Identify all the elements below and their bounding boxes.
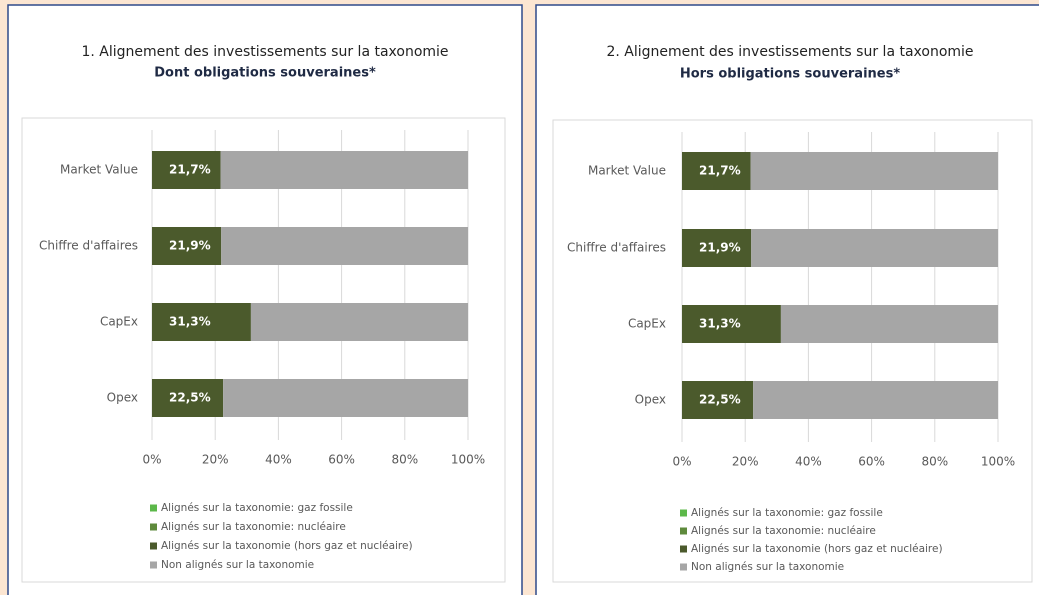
x-tick-label: 60% (328, 453, 355, 467)
y-tick-label: Opex (635, 393, 666, 407)
y-tick-label: Market Value (60, 163, 138, 177)
chart-subtitle: Hors obligations souveraines* (680, 67, 900, 82)
legend-label: Non alignés sur la taxonomie (161, 559, 314, 571)
data-label: 21,7% (169, 163, 211, 177)
chart-title: 2. Alignement des investissements sur la… (606, 44, 973, 60)
legend-swatch (680, 545, 687, 553)
data-label: 31,3% (169, 315, 211, 329)
legend-label: Alignés sur la taxonomie: nucléaire (161, 521, 346, 533)
legend-swatch (150, 504, 157, 512)
y-tick-label: Market Value (588, 164, 666, 178)
x-tick-label: 60% (858, 455, 885, 469)
chart-area (21, 117, 506, 583)
bar-segment (753, 381, 998, 419)
data-label: 21,9% (699, 241, 741, 255)
bar-segment (152, 303, 251, 341)
bar-segment (682, 381, 754, 419)
y-tick-label: Opex (107, 391, 138, 405)
bar-segment (152, 227, 222, 265)
bar-segment (682, 305, 781, 343)
legend-label: Alignés sur la taxonomie: gaz fossile (161, 502, 353, 514)
data-label: 21,7% (699, 164, 741, 178)
x-tick-label: 0% (142, 453, 161, 467)
x-tick-label: 100% (451, 453, 485, 467)
y-tick-label: Chiffre d'affaires (39, 239, 138, 253)
x-tick-label: 20% (732, 455, 759, 469)
x-tick-label: 80% (921, 455, 948, 469)
legend-label: Alignés sur la taxonomie (hors gaz et nu… (691, 543, 943, 555)
legend-label: Non alignés sur la taxonomie (691, 561, 844, 573)
legend-swatch (150, 561, 157, 569)
data-label: 31,3% (699, 317, 741, 331)
x-tick-label: 40% (265, 453, 292, 467)
legend-swatch (680, 509, 687, 517)
bar-segment (223, 379, 468, 417)
bar-segment (152, 151, 221, 189)
data-label: 21,9% (169, 239, 211, 253)
legend-swatch (680, 563, 687, 571)
legend-label: Alignés sur la taxonomie: nucléaire (691, 525, 876, 537)
legend-swatch (150, 542, 157, 550)
bar-segment (751, 229, 998, 267)
bar-segment (682, 229, 752, 267)
data-label: 22,5% (699, 393, 741, 407)
bar-segment (250, 303, 468, 341)
legend-swatch (680, 527, 687, 535)
chart-area (552, 119, 1033, 583)
legend-swatch (150, 523, 157, 531)
data-label: 22,5% (169, 391, 211, 405)
bar-segment (220, 151, 468, 189)
y-tick-label: Chiffre d'affaires (567, 241, 666, 255)
y-tick-label: CapEx (628, 317, 666, 331)
chart-subtitle: Dont obligations souveraines* (154, 66, 376, 81)
bar-segment (221, 227, 468, 265)
bar-segment (780, 305, 998, 343)
x-tick-label: 20% (202, 453, 229, 467)
y-tick-label: CapEx (100, 315, 138, 329)
bar-segment (682, 152, 751, 190)
x-tick-label: 80% (391, 453, 418, 467)
chart-title: 1. Alignement des investissements sur la… (81, 44, 448, 60)
x-tick-label: 100% (981, 455, 1015, 469)
bar-segment (152, 379, 224, 417)
x-tick-label: 0% (672, 455, 691, 469)
bar-segment (750, 152, 998, 190)
legend-label: Alignés sur la taxonomie: gaz fossile (691, 507, 883, 519)
x-tick-label: 40% (795, 455, 822, 469)
legend-label: Alignés sur la taxonomie (hors gaz et nu… (161, 540, 413, 552)
